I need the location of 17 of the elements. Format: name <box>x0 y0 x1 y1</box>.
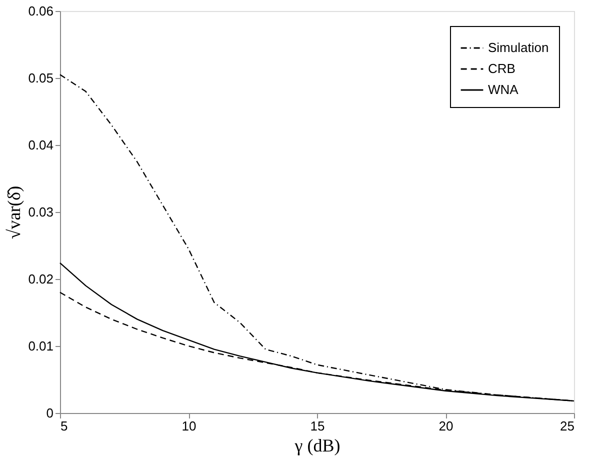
x-tick-label: 20 <box>438 418 454 434</box>
legend-label: WNA <box>488 82 519 97</box>
y-tick-label: 0 <box>46 406 54 420</box>
y-tick-label: 0.04 <box>28 138 54 152</box>
x-tick-label: 15 <box>310 418 325 434</box>
x-axis-title: γ (dB) <box>294 436 340 456</box>
x-tick-label: 10 <box>182 418 196 434</box>
y-tick-label: 0.05 <box>28 70 54 86</box>
legend-label: CRB <box>488 61 516 76</box>
legend-label: Simulation <box>488 40 549 55</box>
y-axis-title: √var(δ̂) <box>4 186 24 240</box>
x-tick-label: 25 <box>560 418 574 434</box>
y-tick-label: 0.02 <box>28 272 54 286</box>
y-tick-label: 0.01 <box>28 338 54 354</box>
y-tick-label: 0.06 <box>28 4 54 18</box>
y-tick-label: 0.03 <box>28 204 54 220</box>
x-tick-label: 5 <box>60 418 68 434</box>
